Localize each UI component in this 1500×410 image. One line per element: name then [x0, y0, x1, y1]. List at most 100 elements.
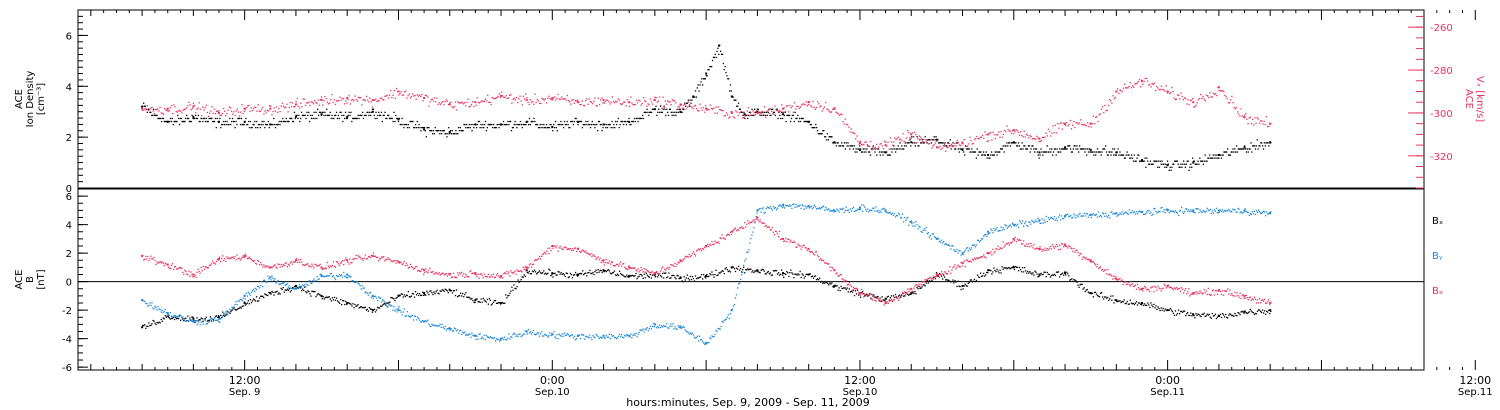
velocity-x-dot — [712, 108, 714, 110]
field-by-dot — [663, 324, 665, 327]
field-bx-dot — [506, 297, 508, 299]
velocity-x-dot — [544, 98, 547, 100]
field-by-dot — [995, 228, 997, 230]
field-by-dot — [924, 229, 926, 232]
velocity-x-dot — [1000, 130, 1002, 133]
ion-density-dot — [157, 117, 159, 120]
field-by-dot — [864, 206, 866, 208]
field-bx-dot — [436, 289, 438, 291]
velocity-x-dot — [742, 117, 744, 119]
velocity-x-dot — [695, 107, 698, 110]
field-bx-dot — [675, 278, 677, 280]
velocity-x-dot — [744, 115, 746, 117]
velocity-x-dot — [348, 95, 350, 97]
field-by-dot — [481, 336, 483, 338]
field-bx-dot — [1260, 311, 1263, 314]
field-by-dot — [692, 334, 695, 336]
ion-density-dot — [727, 78, 729, 80]
field-bx-dot — [374, 311, 377, 313]
field-bx-dot — [599, 269, 601, 272]
velocity-x-point — [1038, 137, 1041, 140]
field-by-dot — [445, 329, 447, 331]
velocity-x-dot — [175, 110, 177, 113]
field-bx-dot — [1123, 299, 1125, 301]
field-bx-dot — [167, 316, 170, 318]
field-by-dot — [466, 333, 468, 335]
velocity-x-point — [1217, 86, 1220, 89]
field-bx-dot — [782, 274, 784, 276]
ion-density-dot — [159, 117, 161, 120]
field-by-dot — [299, 284, 301, 286]
field-bx-dot — [829, 282, 831, 284]
velocity-x-dot — [1249, 116, 1251, 118]
velocity-x-dot — [1103, 112, 1105, 114]
field-by-dot — [1194, 212, 1196, 214]
field-by-dot — [317, 278, 319, 280]
ion-density-dot — [262, 123, 264, 126]
field-bx-dot — [973, 278, 976, 281]
ion-density-dot — [390, 117, 392, 120]
field-by-dot — [190, 319, 192, 321]
field-bx-dot — [486, 298, 488, 301]
field-bx-dot — [408, 295, 411, 298]
velocity-x-dot — [1205, 94, 1208, 97]
field-by-dot — [324, 275, 326, 278]
field-bx-dot — [832, 285, 834, 288]
velocity-x-dot — [523, 98, 526, 100]
velocity-x-dot — [169, 107, 172, 109]
field-by-dot — [370, 296, 373, 299]
velocity-x-dot — [815, 106, 818, 109]
field-bx-dot — [411, 293, 414, 295]
ion-density-dot — [1089, 151, 1091, 153]
ion-density-dot — [1265, 142, 1267, 144]
field-bx-dot — [1047, 273, 1049, 275]
field-bx-dot — [690, 278, 693, 281]
field-by-dot — [236, 303, 238, 306]
velocity-x-dot — [859, 140, 862, 142]
ion-density-dot — [167, 120, 169, 123]
field-by-dot — [282, 282, 284, 284]
field-bx-dot — [517, 279, 519, 281]
field-bx-dot — [1190, 312, 1192, 314]
velocity-x-dot — [1005, 130, 1007, 133]
ion-density-dot — [959, 148, 961, 150]
velocity-x-dot — [917, 138, 919, 140]
field-bx-dot — [547, 272, 549, 274]
velocity-x-dot — [856, 135, 858, 137]
field-bx-dot — [233, 306, 235, 308]
field-bx-dot — [1204, 315, 1206, 318]
field-by-dot — [1095, 213, 1098, 216]
ion-density-point — [1192, 161, 1195, 164]
field-bx-dot — [1227, 317, 1229, 319]
field-by-dot — [766, 206, 768, 208]
field-by-dot — [857, 208, 860, 211]
field-bx-dot — [783, 276, 785, 278]
field-bx-dot — [736, 268, 739, 270]
field-bx-dot — [1237, 311, 1239, 314]
velocity-x-dot — [290, 105, 293, 108]
field-by-dot — [503, 338, 505, 341]
ion-density-dot — [473, 126, 475, 129]
field-bx-dot — [502, 302, 504, 304]
field-by-dot — [743, 264, 745, 266]
field-by-dot — [246, 295, 248, 297]
velocity-x-dot — [240, 111, 242, 113]
ion-density-dot — [857, 148, 859, 150]
field-by-dot — [592, 335, 594, 337]
ion-density-dot — [750, 114, 752, 117]
field-bz-dot — [316, 265, 318, 267]
field-bx-dot — [895, 296, 898, 298]
ion-density-dot — [893, 145, 895, 147]
velocity-tick-label: -280 — [1430, 66, 1453, 77]
ion-density-dot — [1132, 160, 1135, 162]
ion-density-dot — [253, 123, 255, 126]
ion-density-dot — [580, 120, 583, 123]
ion-density-dot — [189, 120, 191, 123]
velocity-x-dot — [867, 145, 870, 147]
field-by-dot — [793, 203, 795, 205]
velocity-x-dot — [705, 105, 707, 107]
field-bz-dot — [340, 262, 342, 264]
velocity-x-dot — [1185, 98, 1187, 100]
field-bx-dot — [217, 314, 220, 317]
velocity-x-dot — [387, 97, 390, 99]
